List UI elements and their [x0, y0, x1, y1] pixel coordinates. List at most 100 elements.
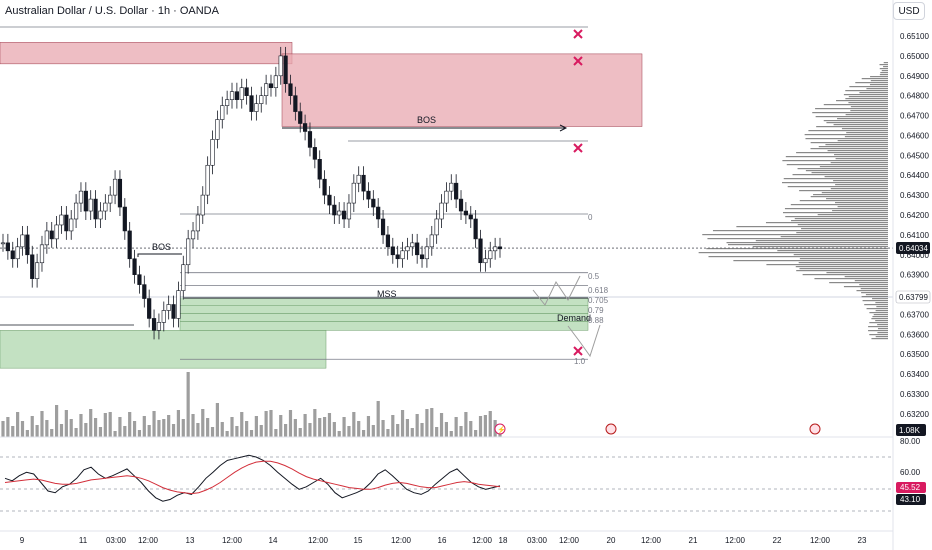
price-axis-label: 0.64900 — [900, 72, 929, 81]
volume-profile-bar — [824, 176, 888, 178]
time-axis-label: 12:00 — [810, 536, 831, 545]
volume-bar — [137, 430, 142, 437]
volume-bar — [269, 410, 273, 437]
candle-body — [205, 164, 210, 196]
candle-body — [88, 198, 93, 212]
volume-profile-bar — [780, 236, 888, 238]
volume-bar — [196, 423, 200, 437]
candle-body — [478, 238, 483, 264]
volume-profile-bar — [712, 230, 888, 232]
time-axis[interactable]: 9 11 03:00 12:00 13 12:00 14 12:00 15 12:00 16 12:0… — [20, 536, 867, 545]
candle-body — [132, 258, 137, 275]
price-axis[interactable]: 0.65100 0.65000 0.64900 0.64800 0.64700 0.646… — [895, 32, 931, 505]
candle-body — [137, 274, 142, 285]
volume-profile-bar — [875, 336, 888, 338]
volume-bar — [16, 412, 20, 437]
volume-bar — [405, 419, 410, 437]
currency-button[interactable]: USD — [893, 2, 925, 20]
candle-body — [44, 230, 49, 246]
candle-body — [54, 224, 59, 240]
candle-body — [390, 246, 395, 256]
volume-profile-bar — [804, 134, 888, 136]
volume-profile-bar — [877, 332, 888, 334]
volume-bar — [128, 412, 132, 437]
rsi-value-tag-1 — [896, 482, 926, 493]
rsi-axis-label: 80.00 — [900, 437, 921, 446]
price-axis-label: 0.64000 — [900, 251, 929, 260]
time-axis-label: 12:00 — [222, 536, 243, 545]
volume-profile-bar — [844, 276, 888, 278]
volume-profile-bar — [823, 120, 888, 122]
candle-body — [83, 190, 88, 212]
volume-bar — [40, 411, 44, 437]
volume-bar — [274, 429, 278, 437]
price-axis-label: 0.64400 — [900, 171, 929, 180]
candle-body — [410, 242, 415, 248]
bos-upper-label: BOS — [417, 115, 436, 125]
volume-bar — [245, 421, 249, 437]
candle-body — [25, 234, 30, 256]
volume-bar — [25, 430, 29, 437]
volume-profile-bar — [826, 272, 888, 274]
volume-profile-bar — [814, 278, 888, 280]
candle-body — [112, 178, 118, 196]
volume-profile-bar — [787, 186, 888, 188]
volume-profile-bar — [871, 318, 888, 320]
lightning-event-icon[interactable] — [494, 423, 506, 435]
volume-bar — [20, 421, 25, 437]
candle-body — [156, 322, 162, 331]
flag-event-icon-1[interactable] — [605, 423, 617, 435]
volume-profile-bar — [796, 270, 888, 272]
candle-body — [497, 246, 503, 250]
demand-label: Demand — [557, 313, 591, 323]
volume-profile-bar — [866, 88, 888, 90]
volume-bar — [454, 417, 458, 437]
candle-body — [161, 310, 166, 323]
volume-bar — [191, 414, 195, 437]
volume-bar — [1, 421, 5, 437]
volume-bar — [396, 424, 400, 437]
candle-body — [229, 91, 235, 100]
volume-bar — [308, 423, 312, 437]
volume-profile-bar — [796, 152, 888, 154]
candle-body — [39, 244, 45, 264]
candle-body — [151, 318, 157, 331]
volume-bar — [293, 419, 297, 437]
time-axis-label: 11 — [79, 536, 88, 545]
time-axis-label: 12:00 — [138, 536, 159, 545]
volume-profile-bar — [791, 220, 888, 222]
volume-profile-bar — [792, 174, 888, 176]
volume-bar — [400, 410, 405, 437]
volume-bar — [254, 416, 258, 437]
volume-bar — [469, 421, 473, 437]
volume-profile-bar — [783, 178, 888, 180]
volume-bar — [132, 421, 137, 437]
bos-upper-arrowhead — [559, 124, 568, 132]
volume-bar — [35, 425, 39, 437]
volume-profile-bar — [879, 74, 888, 76]
flag-event-icon-2[interactable] — [809, 423, 821, 435]
candle-body — [327, 194, 332, 206]
candle-body — [293, 95, 298, 112]
volume-profile-bar — [850, 110, 888, 112]
volume-bar — [376, 401, 380, 437]
volume-bar — [50, 429, 54, 437]
volume-profile-bar — [880, 72, 888, 74]
volume-bar — [474, 430, 478, 437]
candle-body — [5, 242, 10, 252]
annotations-layer: BOS BOS MSS Demand 0 0.5 0.618 0.705 0.7… — [137, 29, 821, 435]
line-price-tag — [895, 290, 931, 304]
candle-body — [181, 264, 186, 291]
candle-body — [317, 159, 322, 180]
candle-body — [117, 178, 123, 208]
candle-body — [283, 55, 288, 85]
volume-bar — [108, 412, 112, 437]
candle-body — [249, 95, 254, 112]
volume-profile-bar — [836, 100, 888, 102]
candle-body — [458, 198, 464, 212]
volume-profile-bar — [846, 132, 888, 134]
volume-bar — [264, 411, 268, 437]
volume-bar — [235, 426, 239, 437]
price-axis-label: 0.65000 — [900, 52, 929, 61]
